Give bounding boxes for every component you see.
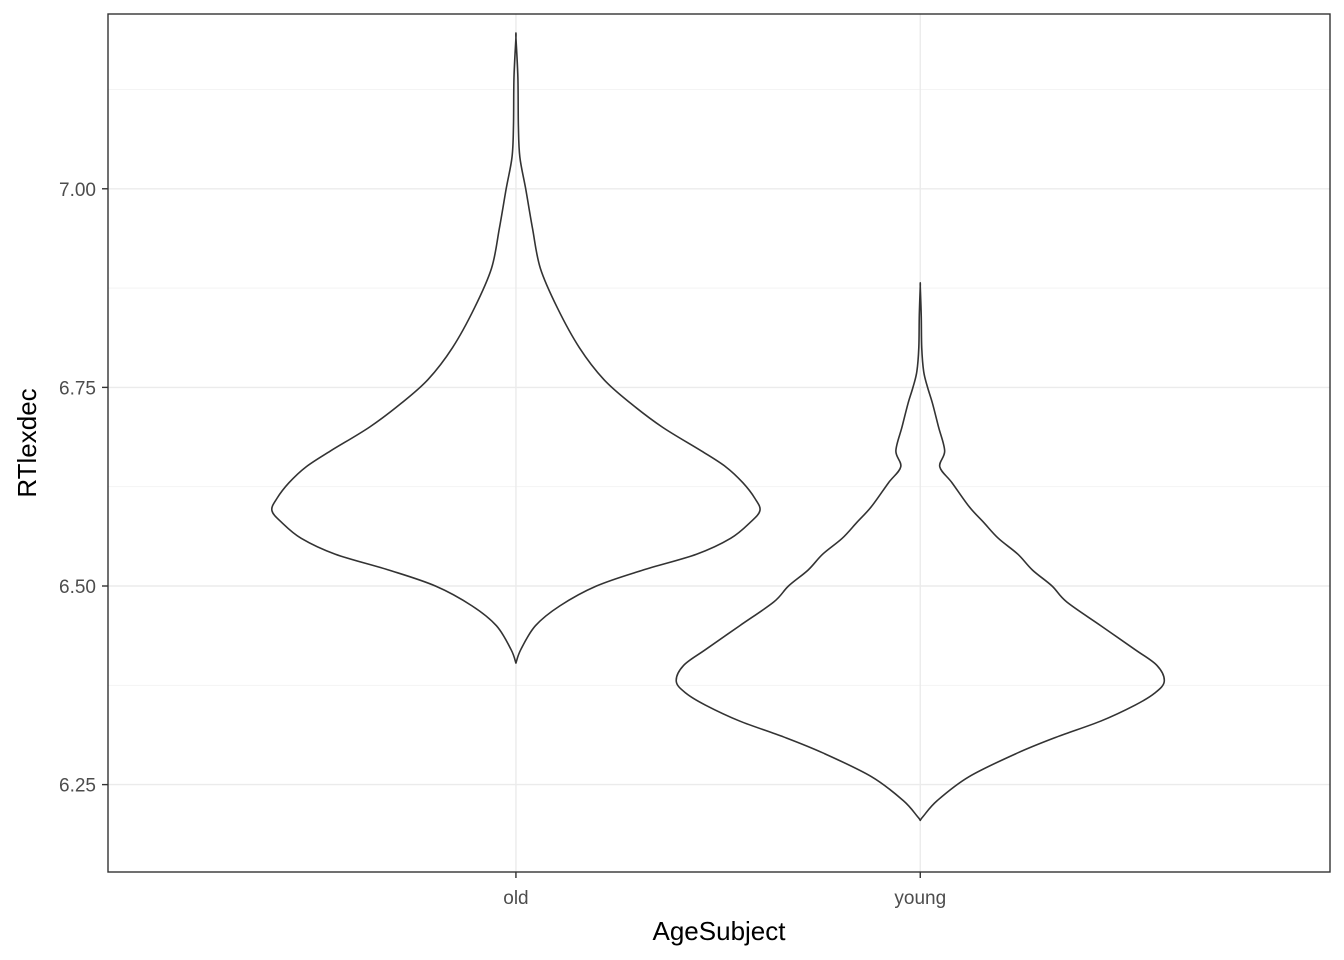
violin-young <box>675 282 1166 822</box>
y-axis-title: RTlexdec <box>12 388 42 497</box>
x-axis-title: AgeSubject <box>653 916 787 946</box>
panel-border <box>107 13 1331 873</box>
major-gridlines <box>108 14 1330 872</box>
minor-gridlines <box>108 89 1330 686</box>
y-tick-label: 6.50 <box>59 577 96 598</box>
y-tick-label: 6.75 <box>59 378 96 399</box>
y-tick-label: 6.25 <box>59 776 96 797</box>
x-tick-label-young: young <box>894 888 946 909</box>
violin-old <box>270 32 761 664</box>
x-tick-label-old: old <box>503 888 528 909</box>
x-axis-ticks: old young <box>503 872 946 909</box>
plot-panel <box>108 14 1330 872</box>
violin-series <box>270 32 1166 822</box>
y-tick-label: 7.00 <box>59 180 96 201</box>
y-axis-ticks: 6.25 6.50 6.75 7.00 <box>59 180 108 797</box>
